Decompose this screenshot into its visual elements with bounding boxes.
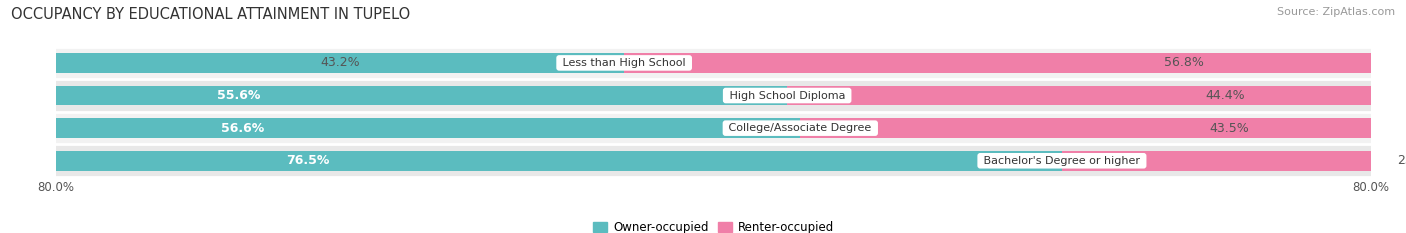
Text: OCCUPANCY BY EDUCATIONAL ATTAINMENT IN TUPELO: OCCUPANCY BY EDUCATIONAL ATTAINMENT IN T… bbox=[11, 7, 411, 22]
Bar bbox=[800, 118, 1372, 138]
Text: Bachelor's Degree or higher: Bachelor's Degree or higher bbox=[980, 156, 1143, 166]
Bar bbox=[56, 86, 787, 105]
Text: 23.5%: 23.5% bbox=[1398, 154, 1406, 167]
Text: 43.5%: 43.5% bbox=[1209, 122, 1249, 135]
Bar bbox=[56, 118, 800, 138]
Bar bbox=[56, 53, 624, 73]
Text: 56.6%: 56.6% bbox=[221, 122, 264, 135]
Text: Source: ZipAtlas.com: Source: ZipAtlas.com bbox=[1277, 7, 1395, 17]
Bar bbox=[56, 79, 1371, 112]
Text: Less than High School: Less than High School bbox=[560, 58, 689, 68]
Text: 43.2%: 43.2% bbox=[321, 56, 360, 69]
Text: 56.8%: 56.8% bbox=[1164, 56, 1204, 69]
Text: 76.5%: 76.5% bbox=[285, 154, 329, 167]
Bar bbox=[56, 144, 1371, 177]
Text: High School Diploma: High School Diploma bbox=[725, 91, 849, 100]
Bar bbox=[624, 53, 1371, 73]
Bar bbox=[787, 86, 1371, 105]
Bar bbox=[1062, 151, 1371, 171]
Bar bbox=[56, 112, 1371, 144]
Text: 55.6%: 55.6% bbox=[218, 89, 260, 102]
Text: 44.4%: 44.4% bbox=[1205, 89, 1244, 102]
Bar bbox=[56, 47, 1371, 79]
Legend: Owner-occupied, Renter-occupied: Owner-occupied, Renter-occupied bbox=[588, 217, 839, 233]
Text: College/Associate Degree: College/Associate Degree bbox=[725, 123, 875, 133]
Bar bbox=[56, 151, 1062, 171]
